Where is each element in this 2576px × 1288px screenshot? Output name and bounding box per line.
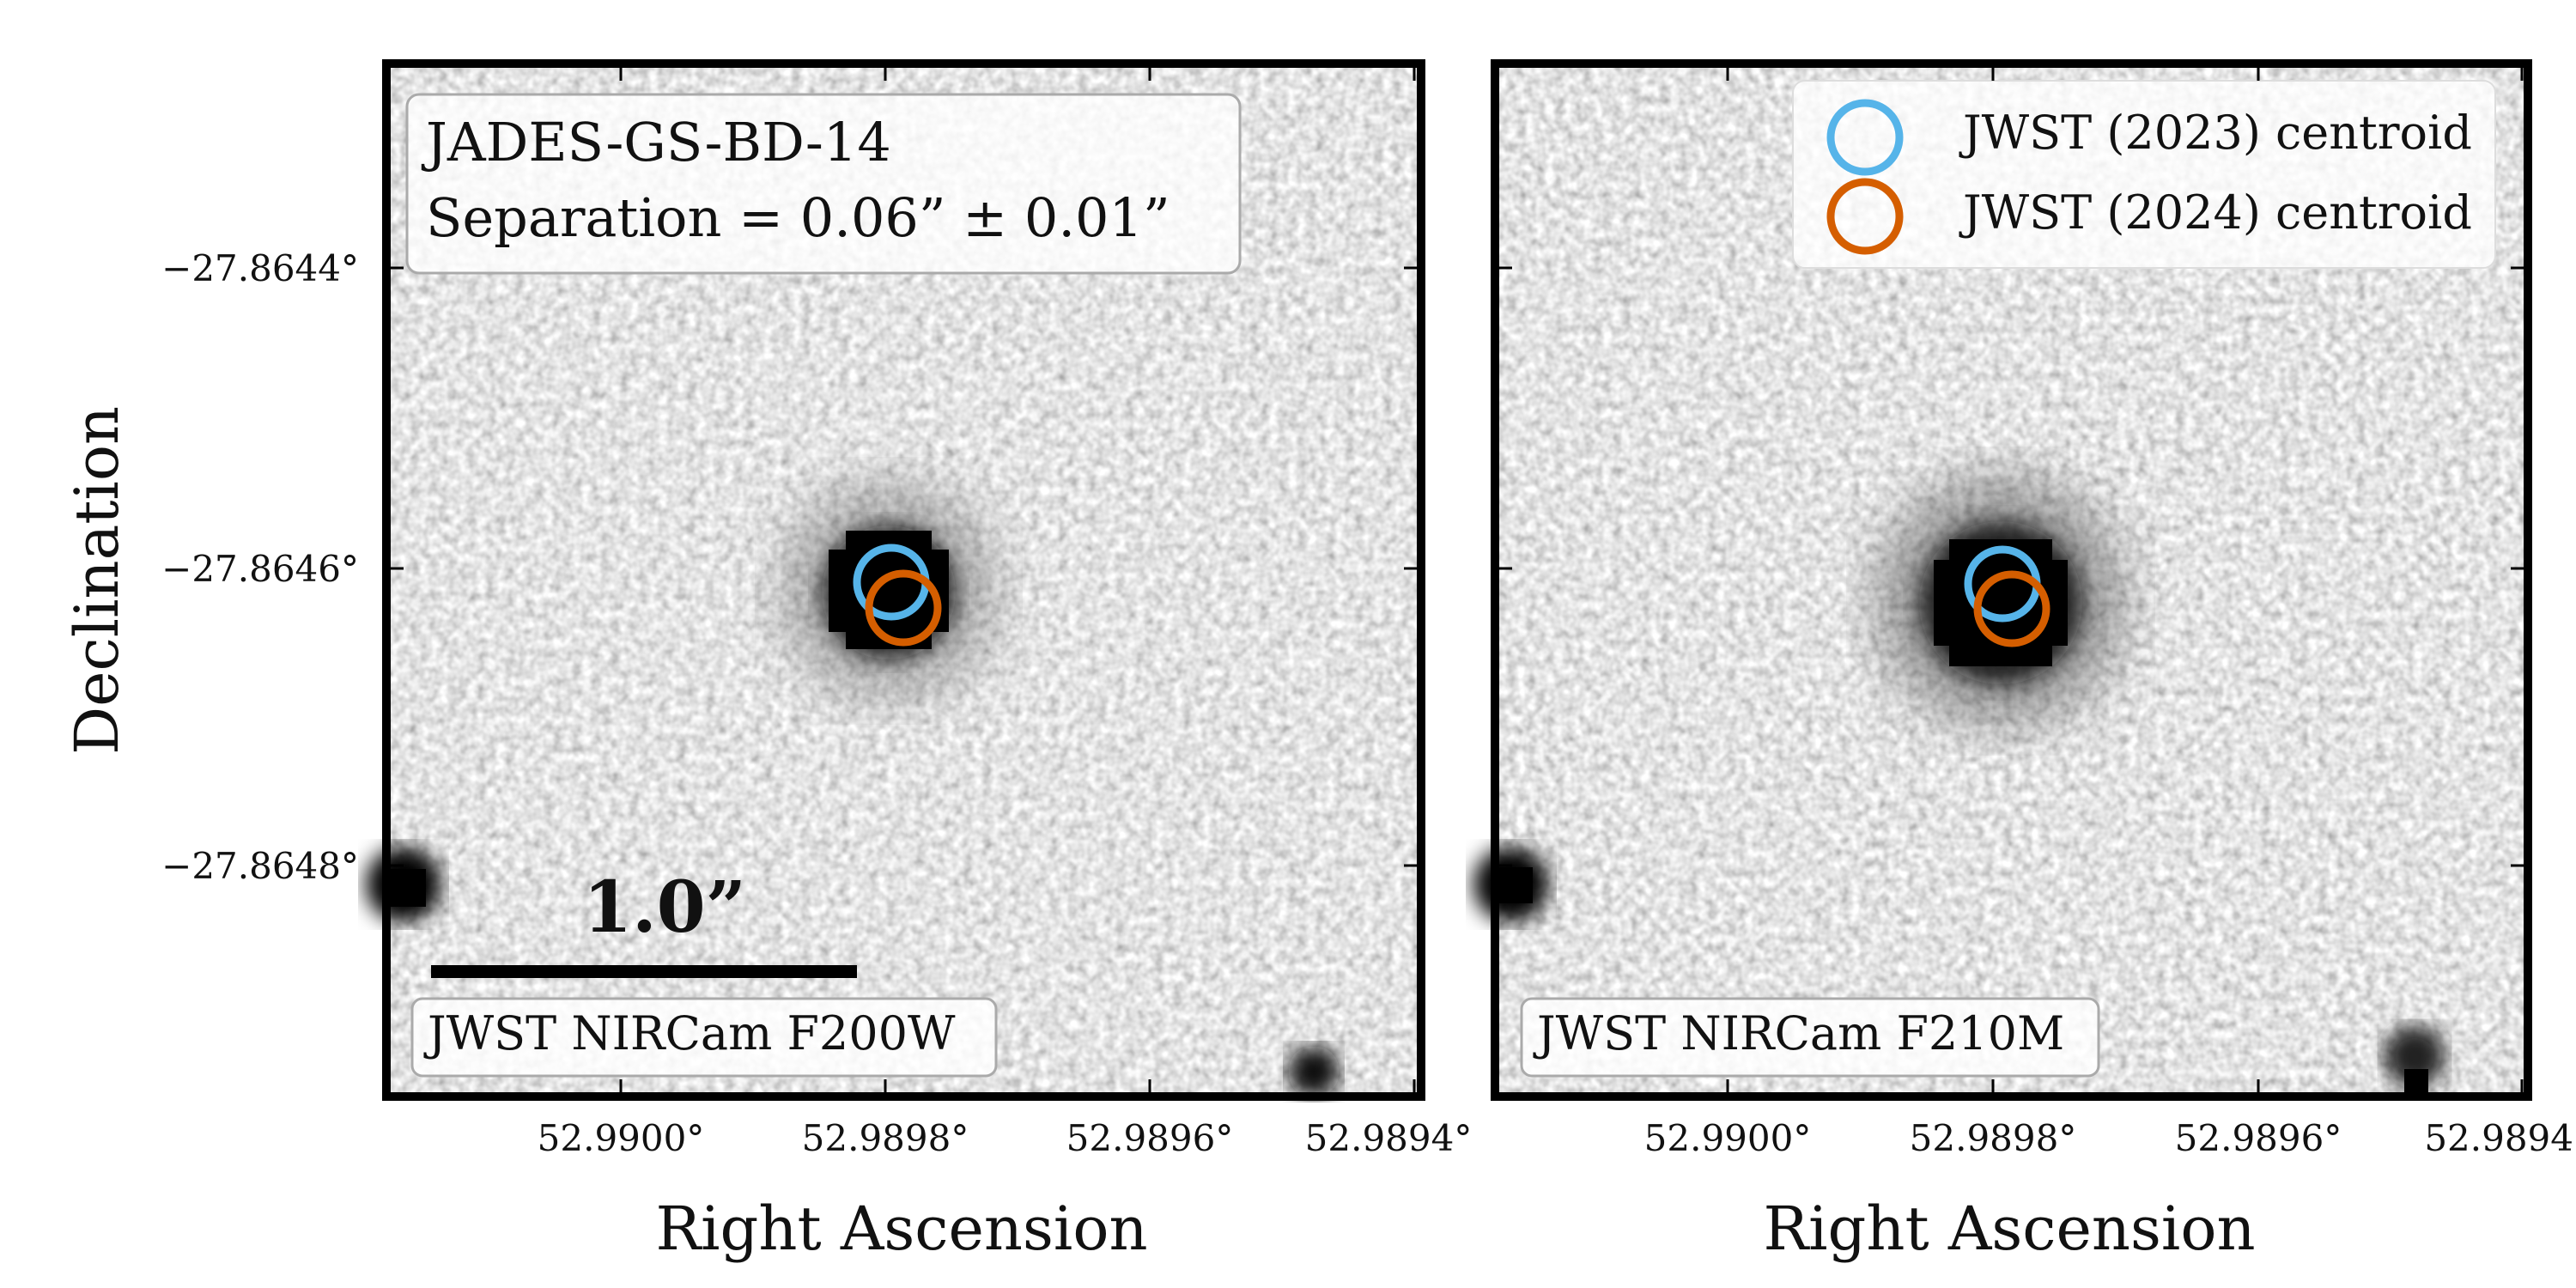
legend-2023-marker (1826, 99, 1904, 176)
dec-tick-label: −27.8644° (161, 247, 359, 289)
dec-tick-label: −27.8646° (161, 548, 359, 590)
ra-tick-label: 52.9898° (1910, 1117, 2077, 1159)
left-source (777, 479, 1000, 702)
scale-bar-label: 1.0” (583, 866, 746, 949)
legend-2024-label: JWST (2024) centroid (1959, 185, 2472, 240)
centroid-2024-marker (1973, 570, 2050, 647)
left-ra-tick-labels: 52.9900° 52.9898° 52.9896° 52.9894° (538, 1117, 1473, 1159)
right-source (1872, 472, 2129, 730)
left-centroids (853, 544, 942, 647)
dec-tick-label: −27.8648° (161, 845, 359, 887)
right-frame (1491, 59, 2532, 1101)
left-panel: JADES-GS-BD-14 Separation = 0.06” ± 0.01… (62, 59, 1473, 1264)
left-x-axis-label: Right Ascension (655, 1194, 1147, 1264)
left-filter-label: JWST NIRCam F200W (423, 1006, 956, 1060)
ra-tick-label: 52.9894 (2424, 1117, 2573, 1159)
dec-tick-labels: −27.8644° −27.8646° −27.8648° (161, 247, 359, 887)
right-ra-tick-labels: 52.9900° 52.9898° 52.9896° 52.9894 (1644, 1117, 2573, 1159)
info-box: JADES-GS-BD-14 Separation = 0.06” ± 0.01… (405, 93, 1242, 275)
ra-tick-label: 52.9896° (2175, 1117, 2342, 1159)
legend-2024-marker (1826, 178, 1904, 255)
right-filter-label: JWST NIRCam F210M (1533, 1006, 2064, 1060)
object-name: JADES-GS-BD-14 (421, 111, 891, 173)
ra-tick-label: 52.9894° (1305, 1117, 1473, 1159)
right-ticks (1499, 68, 2524, 1092)
legend: JWST (2023) centroid JWST (2024) centroi… (1792, 80, 2496, 269)
legend-2023-label: JWST (2023) centroid (1959, 106, 2472, 160)
right-panel: JWST (2023) centroid JWST (2024) centroi… (1473, 59, 2573, 1264)
separation-text: Separation = 0.06” ± 0.01” (426, 186, 1170, 249)
right-x-axis-label: Right Ascension (1763, 1194, 2255, 1264)
ra-tick-label: 52.9896° (1066, 1117, 1234, 1159)
centroid-2024-marker (865, 569, 942, 647)
ra-tick-label: 52.9898° (802, 1117, 969, 1159)
y-axis-label: Declination (62, 406, 132, 755)
right-filter-box: JWST NIRCam F210M (1520, 997, 2100, 1078)
scale-bar: 1.0” (431, 866, 857, 978)
right-centroids (1964, 545, 2050, 647)
ra-tick-label: 52.9900° (1644, 1117, 1812, 1159)
left-frame (382, 59, 1425, 1101)
ra-tick-label: 52.9900° (538, 1117, 705, 1159)
left-filter-box: JWST NIRCam F200W (410, 997, 998, 1078)
left-ticks (391, 68, 1417, 1092)
